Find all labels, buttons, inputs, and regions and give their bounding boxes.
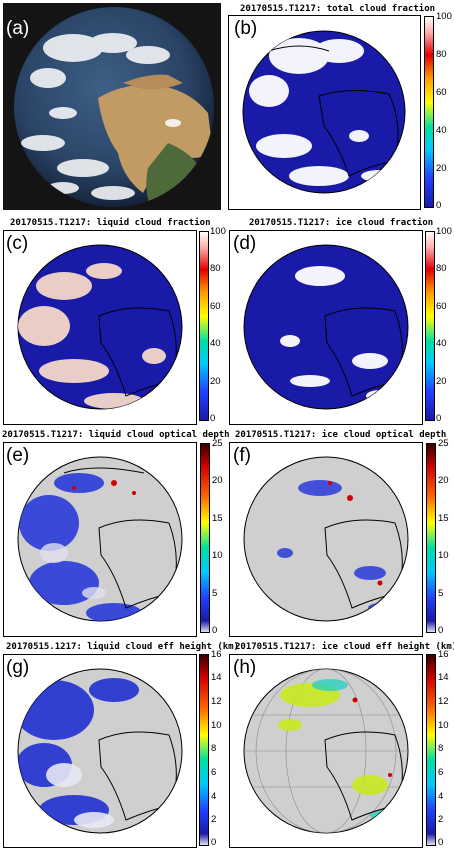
colorbar-tick-e-5: 5 bbox=[212, 588, 218, 599]
panel-label-d: (d) bbox=[233, 233, 257, 254]
colorbar-tick-b-60: 60 bbox=[436, 87, 447, 98]
colorbar-tick-g-16: 16 bbox=[211, 649, 222, 660]
colorbar-tick-d-60: 60 bbox=[436, 301, 447, 312]
colorbar-tick-e-25: 25 bbox=[212, 438, 223, 449]
globe-map-e bbox=[17, 456, 183, 622]
colorbar-tick-e-10: 10 bbox=[212, 550, 223, 561]
panel-h: 20170515.T1217: ice cloud eff height (km… bbox=[227, 640, 454, 850]
colorbar-tick-b-20: 20 bbox=[436, 163, 447, 174]
map-frame-b bbox=[228, 15, 421, 210]
panel-title-c: 20170515.T1217: liquid cloud fraction bbox=[10, 218, 211, 228]
colorbar-tick-f-10: 10 bbox=[438, 550, 449, 561]
colorbar-tick-h-8: 8 bbox=[438, 743, 444, 754]
panel-title-f: 20170515.T1217: ice cloud optical depth bbox=[235, 430, 447, 440]
true-color-globe bbox=[14, 7, 214, 207]
true-color-image bbox=[3, 3, 221, 210]
colorbar-tick-g-6: 6 bbox=[211, 767, 217, 778]
colorbar-tick-e-0: 0 bbox=[212, 625, 218, 636]
colorbar-tick-e-15: 15 bbox=[212, 513, 223, 524]
colorbar-tick-g-0: 0 bbox=[211, 837, 217, 848]
colorbar-tick-d-20: 20 bbox=[436, 376, 447, 387]
colorbar-tick-h-4: 4 bbox=[438, 791, 444, 802]
panel-title-h: 20170515.T1217: ice cloud eff height (km… bbox=[235, 642, 454, 652]
colorbar-c bbox=[199, 231, 209, 421]
colorbar-tick-b-40: 40 bbox=[436, 125, 447, 136]
panel-title-b: 20170515.T1217: total cloud fraction bbox=[240, 4, 436, 14]
globe-map-c bbox=[17, 244, 183, 410]
colorbar-d bbox=[425, 231, 435, 421]
colorbar-tick-h-12: 12 bbox=[438, 696, 449, 707]
panel-a: (a) bbox=[0, 0, 222, 216]
colorbar-tick-f-25: 25 bbox=[438, 438, 449, 449]
colorbar-f bbox=[426, 443, 436, 633]
panel-d: 20170515.T1217: ice cloud fraction (d) 1… bbox=[227, 216, 454, 428]
colorbar-h bbox=[426, 654, 436, 846]
colorbar-tick-f-20: 20 bbox=[438, 475, 449, 486]
map-frame-d bbox=[229, 230, 423, 425]
colorbar-tick-g-8: 8 bbox=[211, 743, 217, 754]
colorbar-e bbox=[200, 443, 210, 633]
colorbar-tick-c-0: 0 bbox=[210, 413, 216, 424]
globe-map-h bbox=[243, 668, 409, 834]
colorbar-tick-f-15: 15 bbox=[438, 513, 449, 524]
colorbar-tick-g-2: 2 bbox=[211, 814, 217, 825]
globe-map-d bbox=[243, 244, 409, 410]
colorbar-tick-c-80: 80 bbox=[210, 263, 221, 274]
colorbar-tick-h-16: 16 bbox=[438, 649, 449, 660]
panel-label-g: (g) bbox=[6, 657, 30, 678]
colorbar-tick-e-20: 20 bbox=[212, 475, 223, 486]
globe-map-b bbox=[242, 30, 406, 194]
colorbar-tick-d-100: 100 bbox=[436, 226, 452, 237]
colorbar-tick-b-100: 100 bbox=[436, 11, 452, 22]
panel-label-a: (a) bbox=[6, 18, 30, 39]
colorbar-tick-g-10: 10 bbox=[211, 720, 222, 731]
panel-e: 20170515.T1217: liquid cloud optical dep… bbox=[0, 428, 230, 640]
map-frame-c bbox=[3, 230, 197, 425]
panel-label-c: (c) bbox=[6, 233, 29, 254]
panel-b: 20170515.T1217: total cloud fraction (b)… bbox=[226, 0, 454, 216]
map-frame-f bbox=[229, 442, 423, 637]
map-frame-g bbox=[3, 654, 197, 848]
panel-label-b: (b) bbox=[234, 18, 258, 39]
map-frame-h bbox=[229, 654, 423, 848]
colorbar-tick-d-80: 80 bbox=[436, 263, 447, 274]
colorbar-tick-c-100: 100 bbox=[210, 226, 226, 237]
colorbar-tick-h-6: 6 bbox=[438, 767, 444, 778]
panel-title-d: 20170515.T1217: ice cloud fraction bbox=[249, 218, 434, 228]
colorbar-tick-f-5: 5 bbox=[438, 588, 444, 599]
map-frame-e bbox=[3, 442, 197, 637]
panel-label-e: (e) bbox=[6, 445, 30, 466]
colorbar-b bbox=[424, 16, 434, 208]
globe-map-g bbox=[17, 668, 183, 834]
colorbar-tick-g-4: 4 bbox=[211, 791, 217, 802]
colorbar-tick-b-0: 0 bbox=[436, 200, 442, 211]
colorbar-tick-h-14: 14 bbox=[438, 672, 449, 683]
colorbar-tick-d-0: 0 bbox=[436, 413, 442, 424]
panel-c: 20170515.T1217: liquid cloud fraction (c… bbox=[0, 216, 227, 428]
colorbar-tick-f-0: 0 bbox=[438, 625, 444, 636]
colorbar-g bbox=[199, 654, 209, 846]
panel-label-h: (h) bbox=[233, 657, 257, 678]
panel-title-e: 20170515.T1217: liquid cloud optical dep… bbox=[2, 430, 230, 440]
colorbar-tick-g-12: 12 bbox=[211, 696, 222, 707]
colorbar-tick-g-14: 14 bbox=[211, 672, 222, 683]
colorbar-tick-d-40: 40 bbox=[436, 338, 447, 349]
colorbar-tick-h-2: 2 bbox=[438, 814, 444, 825]
colorbar-tick-h-0: 0 bbox=[438, 837, 444, 848]
colorbar-tick-b-80: 80 bbox=[436, 49, 447, 60]
panel-f: 20170515.T1217: ice cloud optical depth … bbox=[227, 428, 454, 640]
colorbar-tick-c-60: 60 bbox=[210, 301, 221, 312]
colorbar-tick-c-40: 40 bbox=[210, 338, 221, 349]
globe-map-f bbox=[243, 456, 409, 622]
panel-label-f: (f) bbox=[233, 445, 251, 466]
colorbar-tick-h-10: 10 bbox=[438, 720, 449, 731]
panel-title-g: 20170515.1217: liquid cloud eff height (… bbox=[6, 642, 239, 652]
colorbar-tick-c-20: 20 bbox=[210, 376, 221, 387]
panel-g: 20170515.1217: liquid cloud eff height (… bbox=[0, 640, 239, 850]
